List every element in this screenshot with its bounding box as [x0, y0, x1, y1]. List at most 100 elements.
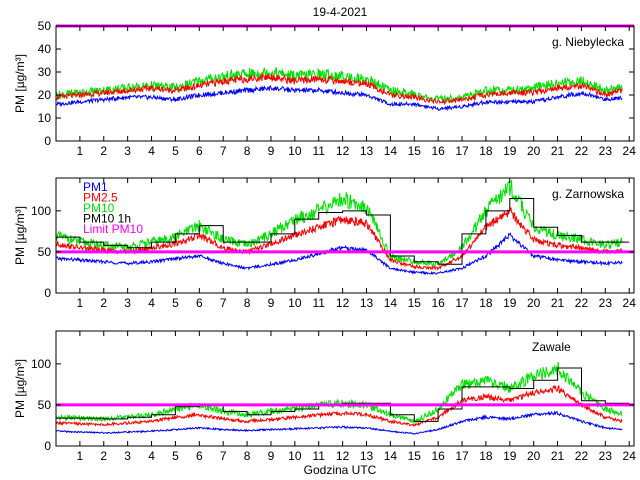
x-tick-label: 6	[196, 449, 203, 463]
x-tick-label: 6	[196, 144, 203, 158]
y-tick-label: 0	[44, 286, 51, 300]
x-tick-label: 17	[455, 296, 469, 310]
x-tick-label: 21	[551, 144, 565, 158]
x-tick-label: 8	[244, 296, 251, 310]
y-axis-label: PM [µg/m³]	[13, 54, 27, 113]
x-tick-label: 15	[408, 449, 422, 463]
x-tick-label: 3	[124, 296, 131, 310]
station-label: Zawale	[532, 340, 571, 354]
x-tick-label: 20	[527, 296, 541, 310]
x-tick-label: 11	[312, 144, 325, 158]
x-tick-label: 22	[575, 144, 589, 158]
x-tick-label: 7	[220, 449, 227, 463]
x-tick-label: 19	[503, 449, 517, 463]
y-tick-label: 20	[38, 88, 52, 102]
x-tick-label: 23	[599, 449, 613, 463]
y-tick-label: 40	[38, 42, 52, 56]
x-tick-label: 9	[268, 449, 275, 463]
x-tick-label: 1	[77, 296, 84, 310]
x-tick-label: 22	[575, 296, 589, 310]
series-pm2-5-line	[56, 207, 623, 271]
x-tick-label: 3	[124, 144, 131, 158]
x-tick-label: 22	[575, 449, 589, 463]
x-tick-label: 17	[455, 449, 469, 463]
x-tick-label: 15	[408, 144, 422, 158]
series-pm10-line	[56, 179, 623, 268]
x-tick-label: 24	[623, 296, 637, 310]
x-tick-label: 19	[503, 144, 517, 158]
x-tick-label: 20	[527, 144, 541, 158]
x-tick-label: 17	[455, 144, 469, 158]
x-tick-label: 9	[268, 296, 275, 310]
x-tick-label: 1	[77, 449, 84, 463]
legend-entry: Limit PM10	[83, 222, 143, 236]
series-pm2-5-line	[56, 384, 623, 427]
series-group	[56, 179, 630, 276]
x-tick-label: 18	[479, 144, 493, 158]
x-tick-label: 24	[623, 144, 637, 158]
x-tick-label: 4	[148, 296, 155, 310]
series-pm1-line	[56, 85, 623, 112]
series-group	[56, 361, 630, 435]
x-tick-label: 12	[336, 296, 350, 310]
x-tick-label: 23	[599, 144, 613, 158]
x-tick-label: 2	[100, 296, 107, 310]
y-tick-label: 100	[31, 357, 51, 371]
x-tick-label: 20	[527, 449, 541, 463]
x-tick-label: 21	[551, 449, 565, 463]
x-tick-label: 9	[268, 144, 275, 158]
series-pm2-5-line	[56, 72, 623, 106]
y-tick-label: 0	[44, 134, 51, 148]
x-tick-label: 14	[384, 144, 398, 158]
x-tick-label: 19	[503, 296, 517, 310]
series-pm1-line	[56, 410, 623, 435]
y-tick-label: 10	[38, 111, 52, 125]
x-tick-label: 24	[623, 449, 637, 463]
x-tick-label: 6	[196, 296, 203, 310]
x-tick-label: 5	[172, 144, 179, 158]
y-tick-label: 0	[44, 439, 51, 453]
y-tick-label: 100	[31, 204, 51, 218]
x-tick-label: 12	[336, 144, 350, 158]
series-pm10-1h-line	[56, 198, 630, 265]
x-tick-label: 10	[288, 144, 302, 158]
x-tick-label: 12	[336, 449, 350, 463]
y-tick-label: 50	[38, 245, 52, 259]
x-tick-label: 2	[100, 144, 107, 158]
x-tick-label: 13	[360, 144, 374, 158]
y-axis-label: PM [µg/m³]	[13, 206, 27, 265]
x-tick-label: 16	[431, 296, 445, 310]
x-tick-label: 5	[172, 296, 179, 310]
x-tick-label: 18	[479, 296, 493, 310]
x-tick-label: 10	[288, 449, 302, 463]
x-tick-label: 23	[599, 296, 613, 310]
plot-frame	[55, 330, 635, 447]
x-tick-label: 11	[312, 449, 325, 463]
y-tick-label: 30	[38, 65, 52, 79]
x-tick-label: 4	[148, 449, 155, 463]
station-label: g. Zarnowska	[552, 187, 624, 201]
legend-entry: PM1	[83, 180, 108, 194]
x-tick-label: 13	[360, 449, 374, 463]
x-tick-label: 16	[431, 144, 445, 158]
plot-frame	[55, 25, 635, 142]
x-tick-label: 3	[124, 449, 131, 463]
x-tick-label: 7	[220, 144, 227, 158]
x-tick-label: 2	[100, 449, 107, 463]
y-tick-label: 50	[38, 398, 52, 412]
y-tick-label: 50	[38, 19, 52, 33]
series-pm10-line	[56, 361, 623, 424]
x-tick-label: 21	[551, 296, 565, 310]
y-axis-label: PM [µg/m³]	[13, 359, 27, 418]
chart-title: 19-4-2021	[313, 5, 368, 19]
x-tick-label: 10	[288, 296, 302, 310]
x-tick-label: 15	[408, 296, 422, 310]
station-label: g. Niebylecka	[552, 35, 624, 49]
plot-frame	[55, 177, 635, 294]
legend-entry: PM10	[83, 201, 115, 215]
x-tick-label: 5	[172, 449, 179, 463]
